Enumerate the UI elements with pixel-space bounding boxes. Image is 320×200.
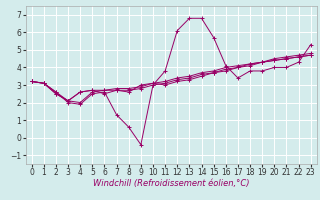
X-axis label: Windchill (Refroidissement éolien,°C): Windchill (Refroidissement éolien,°C) [93, 179, 250, 188]
